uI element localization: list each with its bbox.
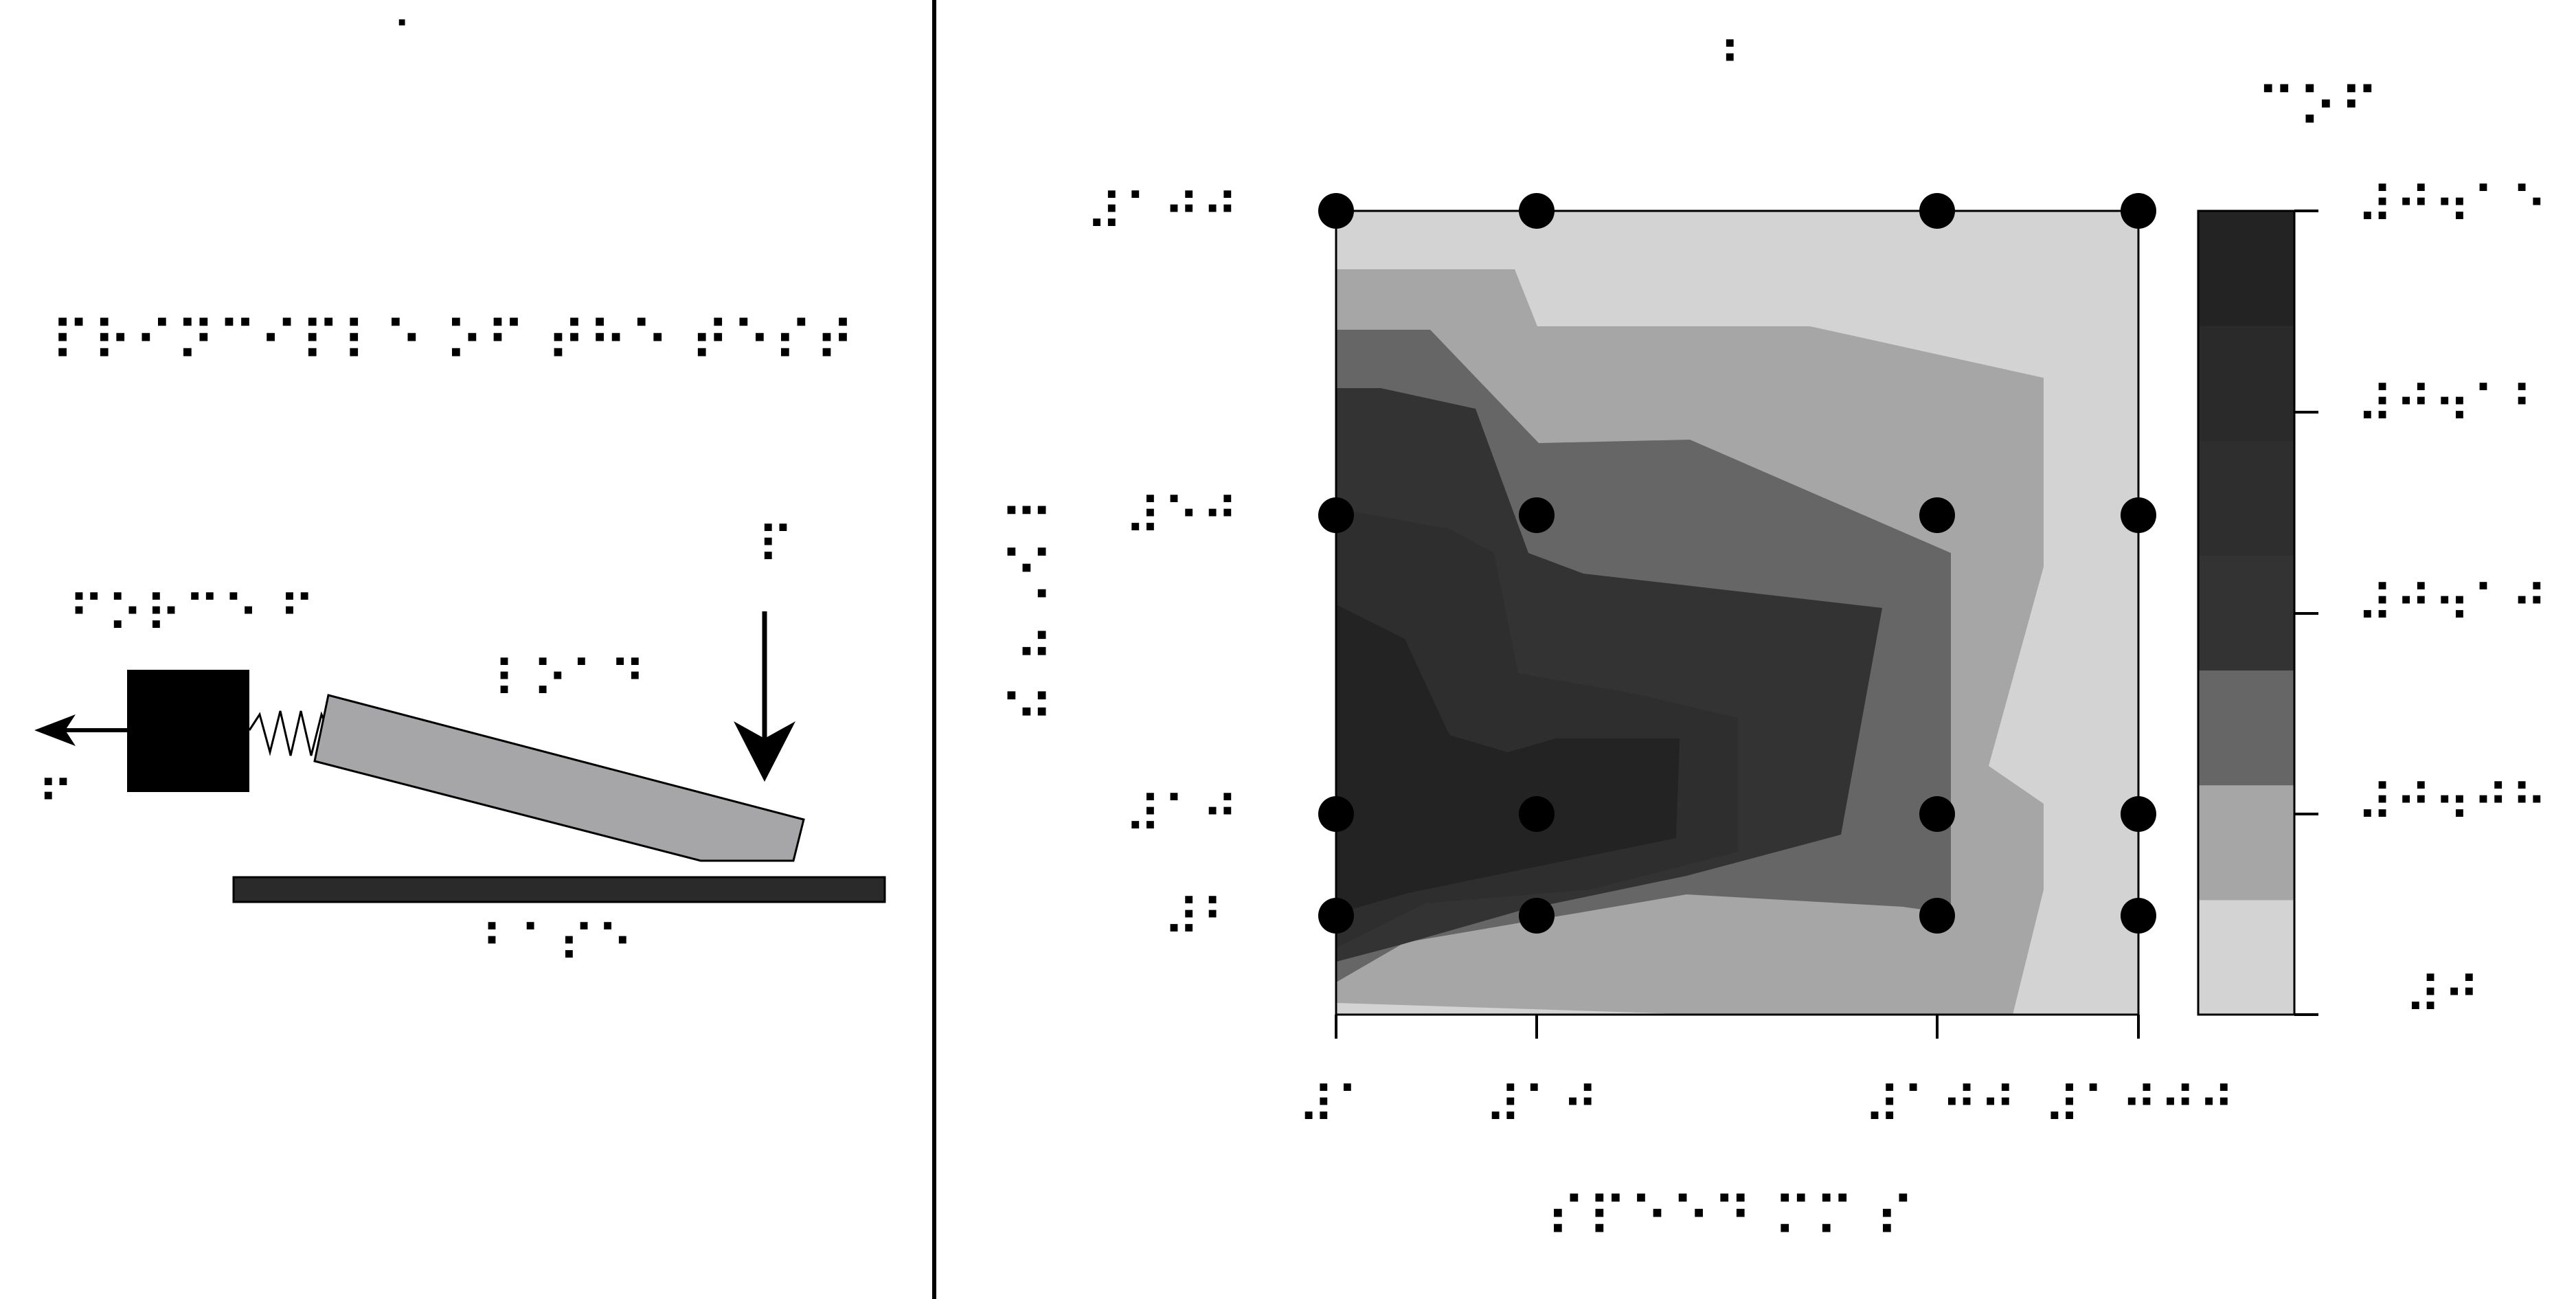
sample-slab: [313, 694, 805, 862]
y-axis-label: ⠇⠕⠁⠙ ⠝: [990, 498, 1054, 725]
colorbar-tick-1: ⠼⠚⠲⠁⠃: [2356, 376, 2549, 435]
colorbar-tick-2: ⠼⠚⠲⠁⠚: [2356, 575, 2549, 634]
colorbar-tick-3: ⠼⠚⠲⠚⠓: [2356, 774, 2549, 833]
colorbar: [2197, 210, 2318, 1016]
load-arrow-head: [734, 721, 795, 782]
measurement-point-5: [1519, 497, 1555, 533]
contour-level-6b: [1336, 687, 1469, 893]
colorbar-tick-0: ⠼⠚⠲⠁⠑: [2356, 177, 2549, 236]
spring: [248, 710, 330, 756]
colorbar-band-0: [2198, 899, 2294, 1015]
measurement-point-12: [1318, 898, 1354, 934]
measurement-point-11: [2121, 796, 2156, 832]
p-label: ⠏: [757, 517, 795, 576]
measurement-point-10: [1919, 796, 1955, 832]
sensor-block: [127, 670, 249, 792]
plot-frame: [1335, 210, 2140, 1016]
pull-arrow-head: [34, 714, 76, 746]
colorbar-title: ⠉⠕⠋: [2256, 76, 2381, 140]
colorbar-band-6: [2198, 211, 2294, 326]
y-tick-2: ⠼⠃: [1163, 889, 1240, 948]
panel-b-label: ⠃: [1719, 32, 1757, 91]
measurement-point-2: [1919, 193, 1955, 229]
measurement-point-14: [1919, 898, 1955, 934]
y-tick-100: ⠼⠁⠚⠚: [1085, 183, 1240, 242]
measurement-point-15: [2121, 898, 2156, 934]
measurement-point-8: [1318, 796, 1354, 832]
colorbar-band-3: [2198, 555, 2294, 671]
panel-a-label: ⠁: [393, 14, 425, 62]
colorbar-tick-4: ⠼⠚: [2404, 967, 2481, 1026]
measurement-point-0: [1318, 193, 1354, 229]
x-axis-label: ⠎⠏⠑⠑⠙ ⠍⠍ ⠎: [1546, 1186, 1917, 1250]
base-label: ⠃⠁⠎⠑: [481, 915, 635, 974]
x-ticks: [1335, 1015, 2140, 1039]
load-label: ⠇⠕⠁⠙: [493, 651, 648, 710]
x-tick-1000: ⠼⠁⠚⠚⠚: [2044, 1076, 2237, 1136]
base-plate: [232, 876, 886, 903]
measurement-point-13: [1519, 898, 1555, 934]
f-label: ⠋: [37, 771, 76, 830]
left-title: ⠏⠗⠊⠝⠉⠊⠏⠇⠑ ⠕⠋ ⠞⠓⠑ ⠞⠑⠎⠞: [51, 310, 857, 374]
colorbar-band-5: [2198, 326, 2294, 441]
measurement-point-4: [1318, 497, 1354, 533]
x-tick-10: ⠼⠁⠚: [1484, 1076, 1601, 1136]
measurement-point-7: [2121, 497, 2156, 533]
measurement-point-3: [2121, 193, 2156, 229]
right-panel: ⠃ ⠼⠁⠚⠚ ⠼⠑⠚ ⠼⠁⠚ ⠼⠃ ⠇⠕⠁⠙ ⠝ ⠼⠁ ⠼⠁⠚ ⠼⠁⠚⠚ ⠼⠁⠚…: [990, 32, 2549, 1250]
measurement-point-6: [1919, 497, 1955, 533]
x-tick-1: ⠼⠁: [1298, 1076, 1375, 1136]
colorbar-band-2: [2198, 670, 2294, 786]
measurement-point-9: [1519, 796, 1555, 832]
y-tick-10: ⠼⠁⠚: [1124, 786, 1240, 845]
measurement-points: [1318, 193, 2156, 934]
measurement-point-1: [1519, 193, 1555, 229]
contour-plot: [1318, 193, 2156, 1039]
x-tick-100: ⠼⠁⠚⠚: [1864, 1076, 2018, 1136]
colorbar-band-4: [2198, 440, 2294, 556]
force-label: ⠋⠕⠗⠉⠑ ⠋: [68, 585, 317, 644]
colorbar-band-1: [2198, 784, 2294, 901]
y-tick-50: ⠼⠑⠚: [1124, 488, 1240, 547]
left-panel: ⠁ ⠏⠗⠊⠝⠉⠊⠏⠇⠑ ⠕⠋ ⠞⠓⠑ ⠞⠑⠎⠞ ⠋⠕⠗⠉⠑ ⠋ ⠋ ⠇⠕⠁⠙ ⠏…: [34, 14, 886, 974]
